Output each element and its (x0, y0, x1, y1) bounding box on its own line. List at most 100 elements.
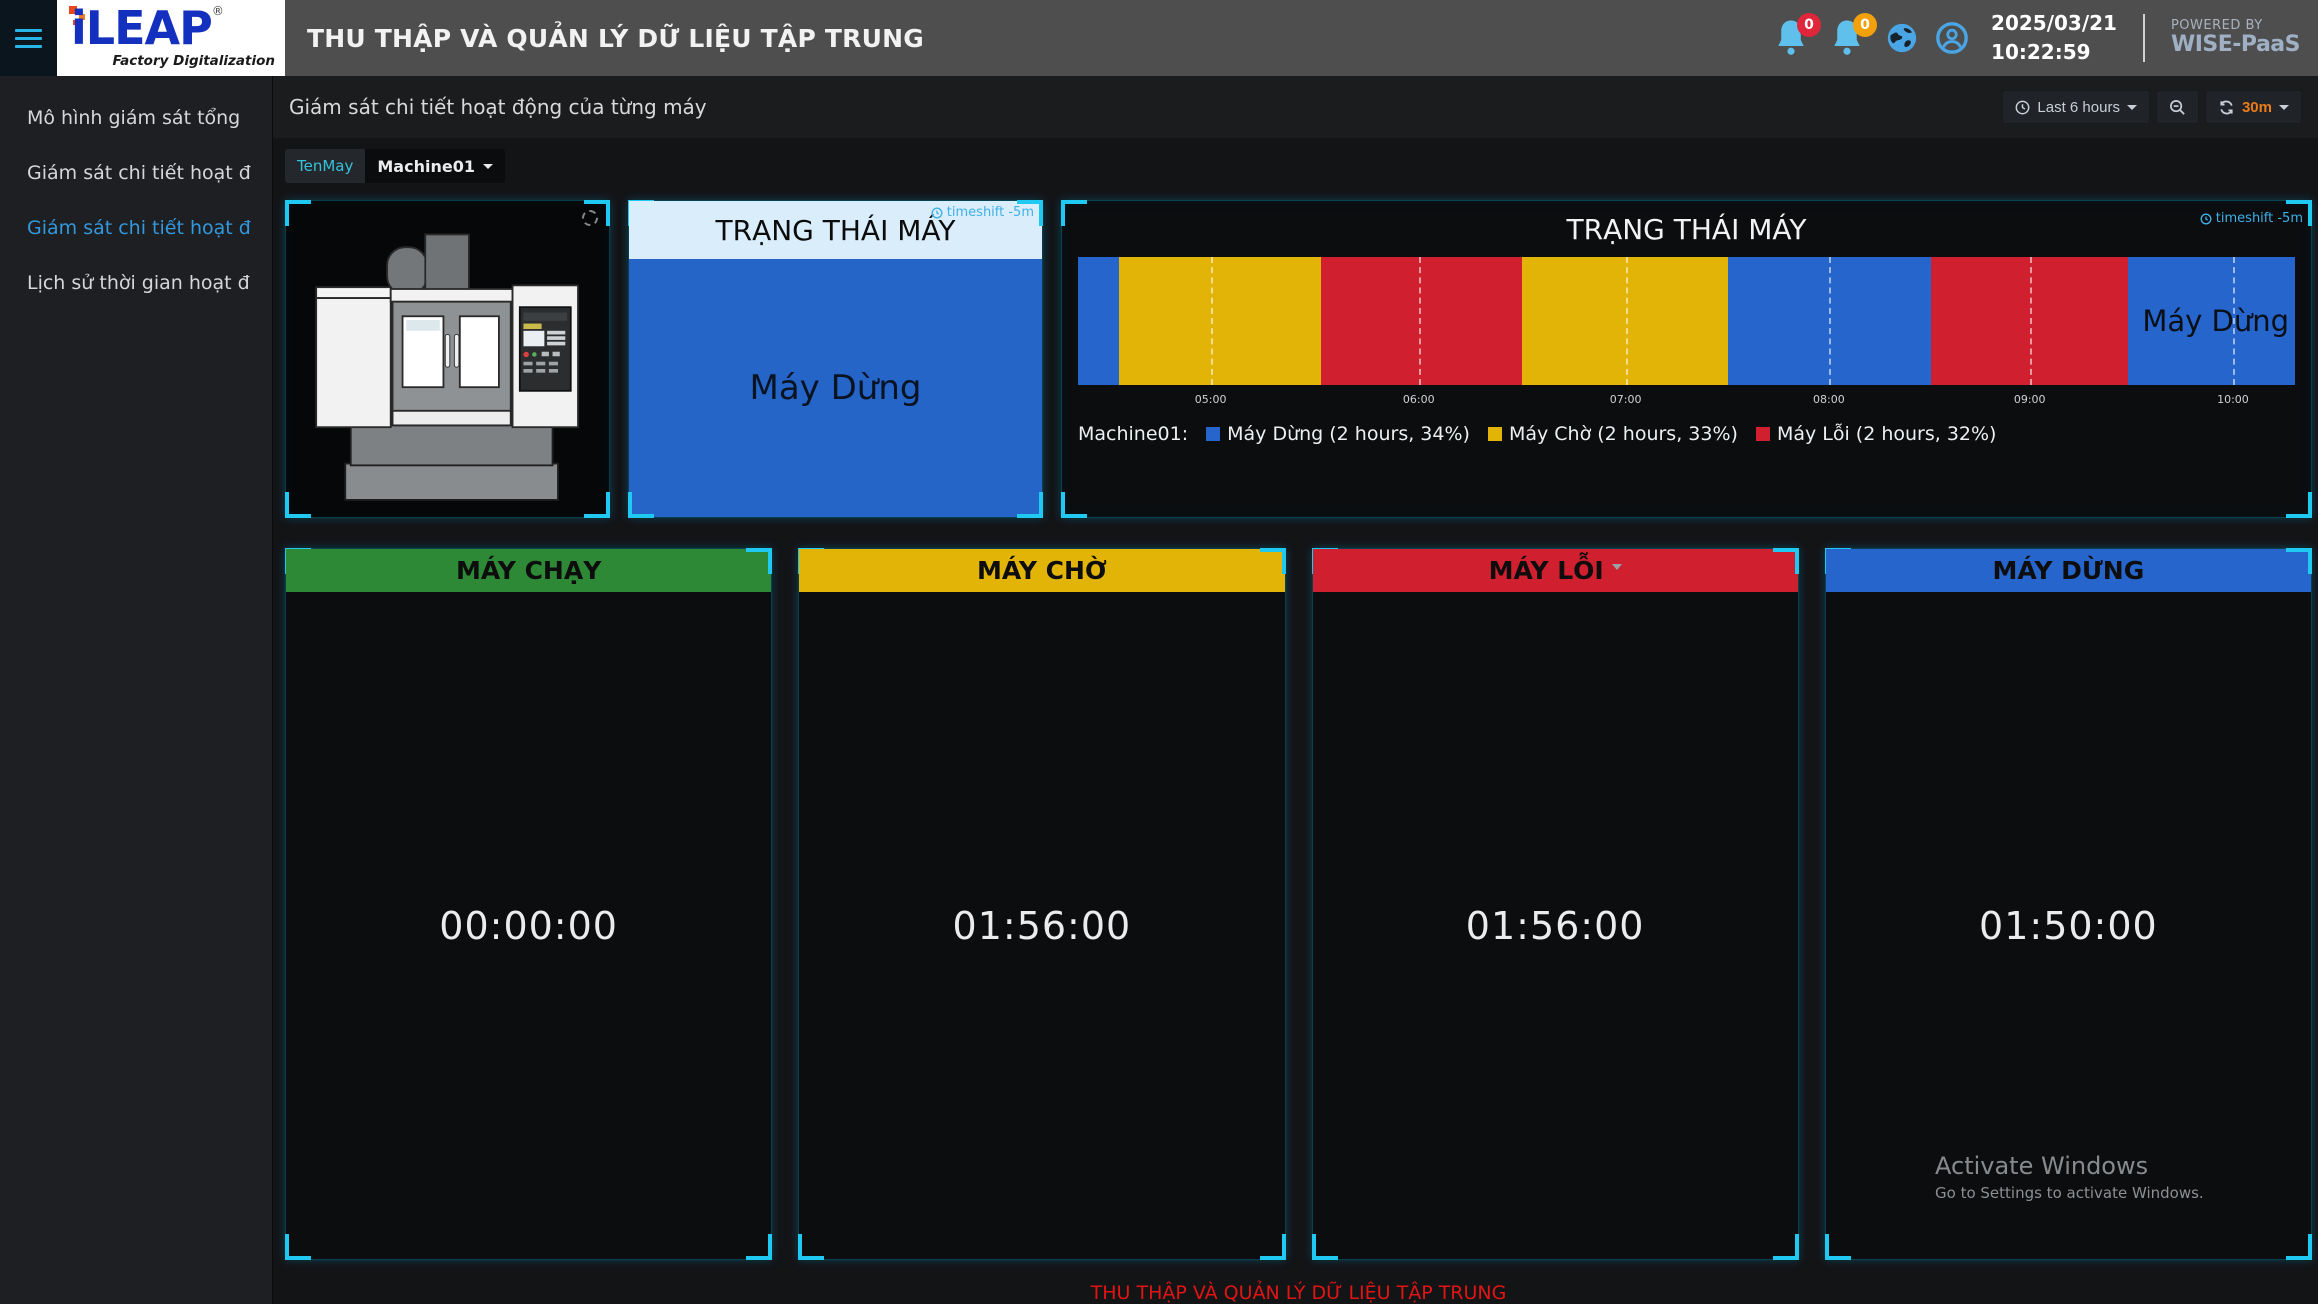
stop-time-value: 01:50:00 (1979, 903, 2158, 948)
alarm-bell-button[interactable]: 0 (1773, 13, 1822, 59)
clock-icon (2200, 213, 2212, 224)
status-card-may-chay[interactable]: MÁY CHẠY 00:00:00 (284, 548, 773, 1260)
timeshift-indicator: timeshift -5m (931, 205, 1034, 220)
language-globe-button[interactable] (1885, 21, 1919, 55)
x-tick-label: 10:00 (2217, 393, 2249, 406)
legend-swatch (1487, 427, 1502, 441)
hour-gridline (2029, 257, 2032, 385)
status-card-body: 01:50:00 (1825, 592, 2311, 1259)
clock-icon (2015, 100, 2030, 114)
dashboard-footer-text: THU THẬP VÀ QUẢN LÝ DỮ LIỆU TẬP TRUNG (1090, 1282, 1507, 1304)
legend-swatch (1206, 427, 1221, 441)
machine-image-panel[interactable] (285, 200, 610, 518)
status-card-title: MÁY DỪNG (1992, 556, 2145, 585)
status-card-may-cho[interactable]: MÁY CHỜ 01:56:00 (798, 548, 1286, 1260)
status-card-header: MÁY CHỜ (799, 549, 1285, 592)
legend-label: Máy Lỗi (2 hours, 32%) (1776, 423, 1997, 445)
time-controls: Last 6 hours (2002, 90, 2302, 124)
status-card-body: 01:56:00 (1312, 592, 1798, 1259)
stat-panel-title: TRẠNG THÁI MÁY (715, 213, 956, 247)
timeline-segment[interactable] (1078, 257, 1120, 385)
warning-bell-button[interactable]: 0 (1829, 13, 1878, 59)
x-tick-label: 06:00 (1402, 393, 1435, 406)
timeline-legend: Machine01: Máy Dừng (2 hours, 34%) Máy Ch… (1078, 423, 2311, 445)
zoom-out-icon (2170, 99, 2185, 115)
refresh-icon (2220, 100, 2233, 114)
timeline-segment[interactable] (1321, 257, 1523, 385)
warning-count-badge: 0 (1853, 13, 1878, 37)
logo-pixel-decoration (69, 6, 77, 14)
header-divider (2142, 14, 2145, 62)
time-range-picker[interactable]: Last 6 hours (2002, 90, 2150, 124)
timeline-panel-header: TRẠNG THÁI MÁY timeshift -5m (1062, 207, 2311, 251)
x-tick-label: 05:00 (1194, 393, 1227, 406)
status-card-may-dung[interactable]: MÁY DỪNG 01:50:00 (1824, 548, 2313, 1260)
status-card-body: 00:00:00 (286, 592, 772, 1259)
chevron-down-icon (2279, 104, 2289, 110)
legend-series-prefix: Machine01: (1078, 423, 1189, 445)
sidebar-item-overview-monitor[interactable]: Mô hình giám sát tổng (27, 106, 241, 129)
legend-item[interactable]: Máy Dừng (2 hours, 34%) (1206, 423, 1470, 445)
status-timeline-panel[interactable]: TRẠNG THÁI MÁY timeshift -5m Máy Dừng 05… (1061, 200, 2312, 518)
machine-select-dropdown[interactable]: Machine01 (365, 149, 505, 183)
hamburger-menu-button[interactable] (0, 0, 57, 76)
machine-variable-chip: TenMay Machine01 (285, 149, 505, 183)
variable-name-label: TenMay (285, 149, 366, 183)
datetime-display: 2025/03/21 10:22:59 (1991, 9, 2117, 67)
timeshift-label: timeshift -5m (946, 205, 1034, 220)
legend-label: Máy Dừng (2 hours, 34%) (1227, 423, 1470, 445)
hour-gridline (1828, 257, 1831, 385)
sidebar: Mô hình giám sát tổng Giám sát chi tiết … (0, 76, 273, 1304)
timeline-bar[interactable]: Máy Dừng (1078, 257, 2295, 385)
error-time-value: 01:56:00 (1465, 903, 1645, 948)
logo-subtitle: Factory Digitalization (112, 53, 275, 69)
machine-status-stat-panel[interactable]: TRẠNG THÁI MÁY timeshift -5m Máy Dừng (628, 200, 1043, 518)
current-date: 2025/03/21 (1991, 11, 2117, 35)
x-tick-label: 09:00 (2013, 393, 2046, 406)
timeline-segment[interactable] (1119, 257, 1322, 385)
stat-panel-header: TRẠNG THÁI MÁY timeshift -5m (629, 201, 1042, 259)
chevron-down-icon (2126, 104, 2137, 110)
user-icon (1936, 22, 1968, 54)
main-content: Giám sát chi tiết hoạt động của từng máy… (273, 76, 2318, 1304)
chevron-down-icon (482, 163, 493, 169)
status-card-title: MÁY CHỜ (977, 556, 1107, 585)
timeline-legend-items: Máy Dừng (2 hours, 34%) Máy Chờ (2 hours,… (1206, 423, 1996, 445)
panel-menu-caret-icon[interactable] (1611, 563, 1622, 570)
panel-row-top: TRẠNG THÁI MÁY timeshift -5m Máy Dừng (285, 200, 2312, 518)
stat-panel-body: Máy Dừng (629, 259, 1042, 517)
app-title: THU THẬP VÀ QUẢN LÝ DỮ LIỆU TẬP TRUNG (307, 23, 924, 53)
alarm-count-badge: 0 (1797, 13, 1822, 37)
hour-gridline (1210, 257, 1213, 385)
cnc-machine-image (314, 233, 579, 501)
legend-item[interactable]: Máy Chờ (2 hours, 33%) (1487, 423, 1738, 445)
powered-by-brand: POWERED BY WISE-PaaS (2171, 18, 2301, 57)
x-tick-label: 07:00 (1609, 393, 1642, 406)
sidebar-item-detail-monitor-1[interactable]: Giám sát chi tiết hoạt đ (27, 161, 251, 184)
legend-item[interactable]: Máy Lỗi (2 hours, 32%) (1755, 423, 1997, 445)
timeline-current-state-label: Máy Dừng (2142, 304, 2289, 338)
timeline-segment[interactable] (1522, 257, 1728, 385)
status-card-may-loi[interactable]: MÁY LỖI 01:56:00 (1311, 548, 1800, 1260)
current-time: 10:22:59 (1991, 40, 2091, 64)
timeshift-label: timeshift -5m (2215, 211, 2303, 226)
dashboard-title[interactable]: Giám sát chi tiết hoạt động của từng máy (289, 95, 707, 119)
user-account-button[interactable] (1935, 21, 1969, 55)
time-range-label: Last 6 hours (2037, 98, 2120, 116)
timeshift-indicator: timeshift -5m (2200, 211, 2303, 226)
legend-label: Máy Chờ (2 hours, 33%) (1508, 423, 1738, 445)
sidebar-item-detail-monitor-2-active[interactable]: Giám sát chi tiết hoạt đ (27, 216, 251, 239)
panel-row-bottom: MÁY CHẠY 00:00:00 MÁY CHỜ 01:56:00 (284, 548, 2313, 1260)
sidebar-item-history[interactable]: Lịch sử thời gian hoạt đ (27, 271, 250, 294)
zoom-out-button[interactable] (2155, 90, 2199, 124)
clock-icon (931, 207, 943, 218)
refresh-button[interactable]: 30m (2204, 90, 2302, 124)
current-machine-state: Máy Dừng (749, 368, 922, 408)
timeline-segment[interactable] (1931, 257, 2129, 385)
logo-brand-text: iLEAP® (71, 1, 224, 55)
timeline-panel-title: TRẠNG THÁI MÁY (1566, 212, 1807, 246)
ileap-logo[interactable]: iLEAP® Factory Digitalization (57, 0, 285, 76)
timeline-segment[interactable] (2128, 257, 2295, 385)
hour-gridline (1625, 257, 1628, 385)
refresh-interval-label: 30m (2241, 98, 2272, 116)
